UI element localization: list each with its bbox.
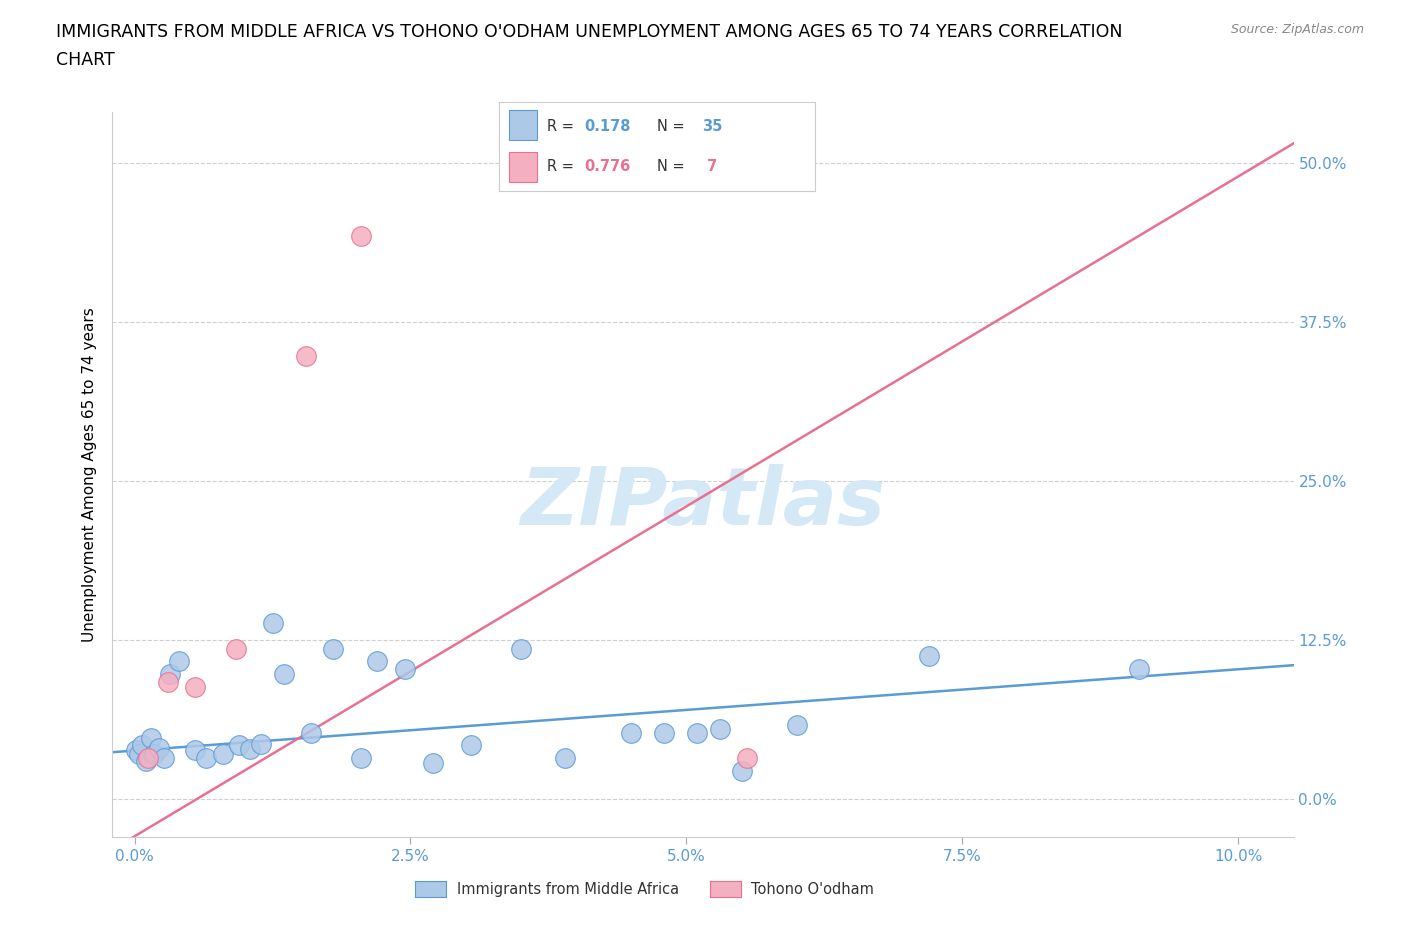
Point (143, 747, 166, 762)
Point (786, 718, 808, 733)
Point (225, 641, 247, 656)
Point (156, 674, 179, 689)
Text: 0.776: 0.776 (585, 159, 631, 174)
Y-axis label: Unemployment Among Ages 65 to 74 years: Unemployment Among Ages 65 to 74 years (82, 307, 97, 642)
Bar (509, 152, 537, 182)
Point (139, 730, 162, 745)
Text: CHART: CHART (56, 51, 115, 69)
Point (509, 641, 531, 656)
Text: R =: R = (547, 119, 578, 134)
Point (366, 654, 388, 669)
Point (350, 229, 373, 244)
Point (195, 751, 218, 765)
Point (686, 725, 709, 740)
Text: Source: ZipAtlas.com: Source: ZipAtlas.com (1230, 23, 1364, 36)
Text: 7: 7 (702, 159, 717, 174)
Text: Immigrants from Middle Africa: Immigrants from Middle Africa (457, 882, 679, 897)
Point (299, 725, 322, 740)
Point (322, 641, 344, 656)
Point (124, 743, 146, 758)
Point (159, 667, 181, 682)
Point (148, 740, 170, 755)
Text: IMMIGRANTS FROM MIDDLE AFRICA VS TOHONO O'ODHAM UNEMPLOYMENT AMONG AGES 65 TO 74: IMMIGRANTS FROM MIDDLE AFRICA VS TOHONO … (56, 23, 1123, 41)
Text: 0.178: 0.178 (585, 119, 631, 134)
Point (212, 747, 235, 762)
Point (350, 751, 373, 765)
Point (135, 753, 157, 768)
Text: Tohono O'odham: Tohono O'odham (751, 882, 873, 897)
Text: ZIPatlas: ZIPatlas (520, 464, 886, 542)
Point (394, 661, 416, 676)
Point (273, 667, 295, 682)
Point (294, 349, 316, 364)
Point (709, 722, 731, 737)
Point (554, 751, 576, 765)
Point (735, 751, 758, 765)
Bar (509, 111, 537, 140)
Point (184, 743, 207, 758)
Text: N =: N = (657, 159, 689, 174)
Point (128, 747, 150, 762)
Point (620, 725, 643, 740)
Point (1128, 661, 1150, 676)
Point (153, 751, 176, 765)
Point (184, 680, 207, 695)
Point (918, 649, 941, 664)
Point (730, 764, 752, 778)
Point (262, 616, 284, 631)
Point (460, 737, 482, 752)
Text: R =: R = (547, 159, 578, 174)
Point (228, 737, 250, 752)
Text: 35: 35 (702, 119, 721, 134)
Text: N =: N = (657, 119, 689, 134)
Point (654, 725, 676, 740)
Point (167, 654, 190, 669)
Point (250, 737, 273, 751)
Point (131, 737, 153, 752)
Point (239, 742, 262, 757)
Point (422, 756, 444, 771)
Point (136, 751, 159, 765)
